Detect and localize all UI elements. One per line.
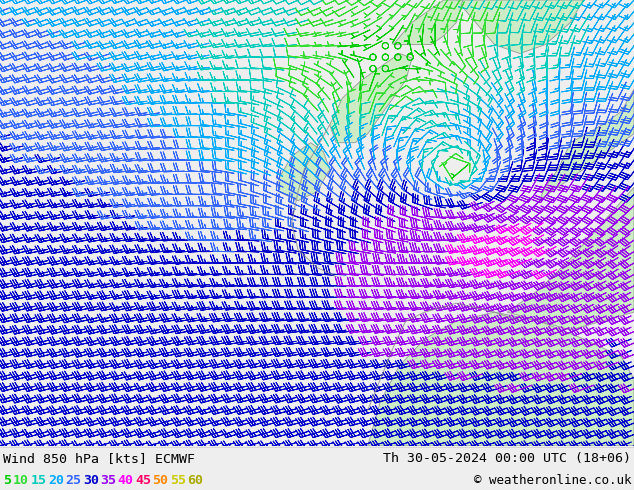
Polygon shape bbox=[330, 53, 412, 143]
Text: 60: 60 bbox=[187, 474, 204, 487]
Text: 40: 40 bbox=[117, 474, 134, 487]
Text: 30: 30 bbox=[83, 474, 99, 487]
Polygon shape bbox=[368, 312, 634, 446]
Text: 15: 15 bbox=[30, 474, 47, 487]
Polygon shape bbox=[456, 0, 583, 53]
Text: 5: 5 bbox=[3, 474, 11, 487]
Text: 25: 25 bbox=[65, 474, 81, 487]
Text: 10: 10 bbox=[13, 474, 29, 487]
Text: 55: 55 bbox=[170, 474, 186, 487]
Text: 50: 50 bbox=[152, 474, 169, 487]
Text: 45: 45 bbox=[135, 474, 151, 487]
Text: © weatheronline.co.uk: © weatheronline.co.uk bbox=[474, 474, 631, 487]
Polygon shape bbox=[393, 0, 463, 45]
Text: Th 30-05-2024 00:00 UTC (18+06): Th 30-05-2024 00:00 UTC (18+06) bbox=[383, 452, 631, 465]
Text: Wind 850 hPa [kts] ECMWF: Wind 850 hPa [kts] ECMWF bbox=[3, 452, 195, 465]
Polygon shape bbox=[507, 187, 634, 330]
Text: 35: 35 bbox=[100, 474, 116, 487]
Polygon shape bbox=[539, 89, 634, 201]
Polygon shape bbox=[279, 143, 330, 201]
Text: 20: 20 bbox=[48, 474, 64, 487]
